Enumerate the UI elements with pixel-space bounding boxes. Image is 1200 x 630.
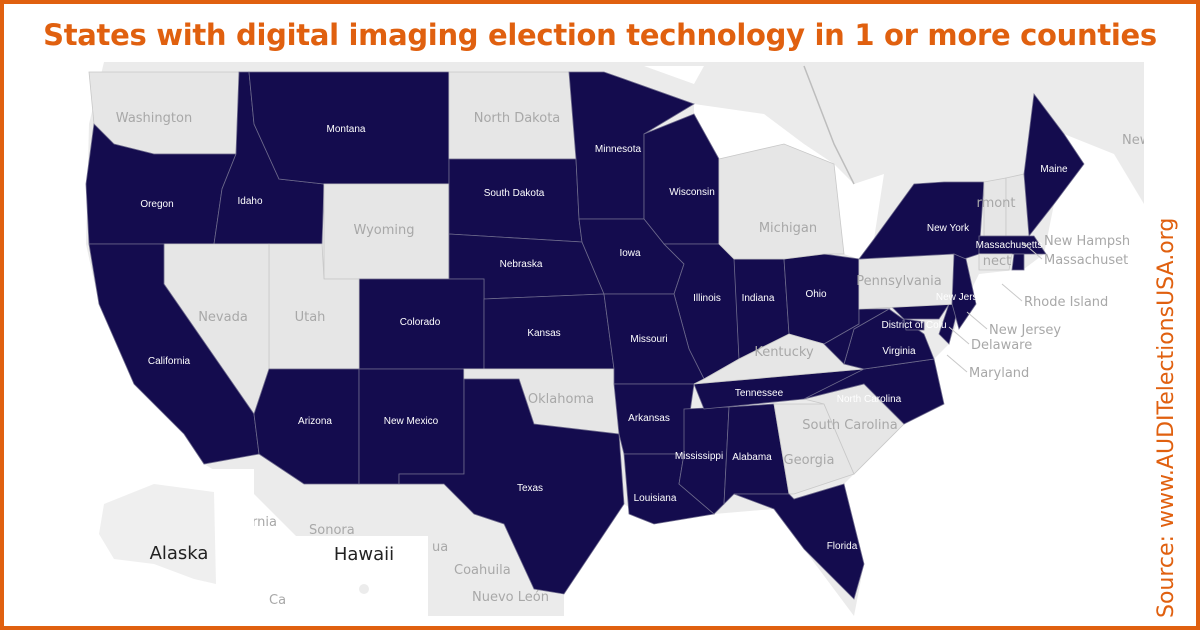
- state-label-wisconsin: Wisconsin: [669, 187, 715, 198]
- hawaii-island: [359, 584, 369, 594]
- region-label: Sonora: [309, 523, 355, 538]
- state-label-oklahoma: Oklahoma: [528, 392, 594, 407]
- state-label-virginia: Virginia: [882, 346, 916, 357]
- state-label-michigan: Michigan: [759, 221, 817, 236]
- state-georgia[interactable]: [773, 403, 855, 495]
- state-district-of-columbia[interactable]: [903, 318, 925, 331]
- state-label-new-jersey: New Jersey: [936, 292, 988, 303]
- state-label-montana: Montana: [327, 124, 366, 135]
- state-label-connecticut: nect: [983, 254, 1011, 269]
- state-rhode-island[interactable]: [1011, 253, 1025, 271]
- us-map: Washington Oregon Idaho Montana Wyoming North…: [80, 62, 1144, 616]
- region-label: Coahuila: [454, 563, 511, 578]
- state-florida[interactable]: [733, 483, 865, 600]
- state-label-mississippi: Mississippi: [675, 451, 723, 462]
- state-label-iowa: Iowa: [619, 248, 641, 259]
- state-texas[interactable]: [398, 378, 625, 595]
- great-lakes: [694, 104, 884, 259]
- region-label: rnia: [252, 515, 277, 530]
- state-label-north-dakota: North Dakota: [474, 111, 561, 126]
- state-label-ohio: Ohio: [805, 289, 827, 300]
- callout-line: [1001, 283, 1023, 302]
- state-label-california: California: [148, 356, 191, 367]
- state-label-new-york: New York: [927, 223, 970, 234]
- state-label-florida: Florida: [827, 541, 858, 552]
- state-label-maine: Maine: [1040, 164, 1068, 175]
- state-label-alabama: Alabama: [732, 452, 772, 463]
- hudson-bay-area: [644, 66, 704, 84]
- state-label-illinois: Illinois: [693, 293, 721, 304]
- alaska-shape: [99, 484, 216, 584]
- state-west-virginia[interactable]: [823, 308, 891, 365]
- source-credit: Source: www.AUDITelectionsUSA.org: [1154, 217, 1179, 618]
- region-label: ua: [432, 540, 448, 555]
- callout-line: [966, 311, 988, 330]
- page-title: States with digital imaging election tec…: [43, 18, 1157, 52]
- state-massachusetts[interactable]: [978, 235, 1047, 255]
- alaska-label: Alaska: [150, 543, 209, 564]
- state-michigan[interactable]: [718, 143, 845, 260]
- state-california[interactable]: [88, 243, 260, 465]
- state-label-district-of-columbia: District of Colu: [881, 320, 946, 331]
- state-label-washington: Washington: [116, 111, 192, 126]
- region-label: New Brunsw: [1122, 133, 1144, 148]
- state-label-kentucky: Kentucky: [754, 345, 814, 360]
- state-new-jersey[interactable]: [951, 253, 977, 330]
- state-label-nebraska: Nebraska: [500, 259, 543, 270]
- state-label-oregon: Oregon: [140, 199, 173, 210]
- state-label-vermont: rmont: [976, 196, 1015, 211]
- atlantic-ocean: [844, 134, 1144, 616]
- state-label-idaho: Idaho: [237, 196, 262, 207]
- state-south-dakota[interactable]: [448, 158, 583, 243]
- callout-line: [1021, 241, 1043, 260]
- callout-label: New Jersey: [989, 323, 1061, 338]
- state-label-south-dakota: South Dakota: [484, 188, 545, 199]
- callout-label: Maryland: [969, 366, 1029, 381]
- state-label-nevada: Nevada: [198, 310, 248, 325]
- state-label-colorado: Colorado: [400, 317, 441, 328]
- state-connecticut[interactable]: [978, 253, 1013, 271]
- state-label-utah: Utah: [295, 310, 326, 325]
- callout-line: [948, 326, 970, 345]
- callout-line: [946, 354, 968, 373]
- callout-label: Rhode Island: [1024, 295, 1108, 310]
- region-label: Ca: [269, 593, 286, 608]
- state-label-indiana: Indiana: [742, 293, 775, 304]
- state-label-south-carolina: South Carolina: [802, 418, 897, 433]
- state-label-minnesota: Minnesota: [595, 144, 642, 155]
- hawaii-label: Hawaii: [334, 544, 394, 565]
- canada-border: [803, 65, 855, 185]
- state-label-tennessee: Tennessee: [735, 388, 784, 399]
- state-label-missouri: Missouri: [630, 334, 667, 345]
- state-label-arkansas: Arkansas: [628, 413, 670, 424]
- state-label-new-mexico: New Mexico: [384, 416, 439, 427]
- state-label-pennsylvania: Pennsylvania: [856, 274, 941, 289]
- hawaii-inset: [290, 536, 428, 616]
- callout-label: Massachuset: [1044, 253, 1128, 268]
- state-label-massachusetts: Massachusetts: [976, 240, 1043, 251]
- state-label-texas: Texas: [517, 483, 543, 494]
- region-label: Nuevo León: [472, 590, 549, 605]
- gulf-of-mexico: [564, 504, 854, 616]
- state-label-kansas: Kansas: [527, 328, 560, 339]
- state-label-louisiana: Louisiana: [634, 493, 677, 504]
- state-label-wyoming: Wyoming: [353, 223, 414, 238]
- callout-label: Delaware: [971, 338, 1032, 353]
- state-label-georgia: Georgia: [784, 453, 835, 468]
- state-label-arizona: Arizona: [298, 416, 332, 427]
- callout-label-new-hampshire: New Hampsh: [1044, 234, 1130, 249]
- state-label-north-carolina: North Carolina: [837, 394, 902, 405]
